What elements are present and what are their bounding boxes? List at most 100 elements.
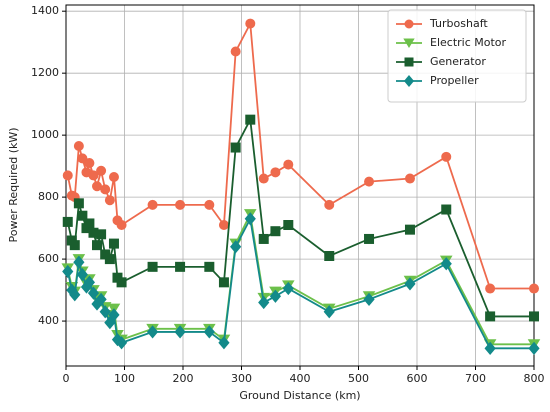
marker [175, 261, 186, 272]
marker [87, 286, 100, 300]
marker [485, 283, 496, 294]
marker [218, 336, 230, 350]
marker [174, 325, 186, 339]
marker [283, 220, 294, 231]
marker [88, 170, 99, 181]
y-tick-label: 1400 [31, 4, 59, 17]
marker [99, 305, 111, 319]
x-tick-label: 100 [114, 372, 135, 385]
marker [100, 184, 111, 195]
y-tick-label: 1200 [31, 66, 59, 79]
legend-label: Electric Motor [430, 36, 507, 49]
marker [69, 288, 81, 302]
marker [529, 311, 539, 322]
marker [77, 210, 88, 221]
y-tick-label: 800 [38, 190, 59, 203]
marker [84, 158, 95, 169]
marker [203, 325, 215, 339]
y-tick-label: 400 [38, 314, 59, 327]
marker [441, 204, 452, 215]
marker [283, 159, 294, 170]
marker [364, 176, 375, 187]
legend-label: Generator [430, 55, 486, 68]
marker [69, 240, 80, 251]
x-axis-label: Ground Distance (km) [239, 389, 360, 402]
x-tick-label: 300 [231, 372, 252, 385]
marker [73, 140, 84, 151]
marker [147, 199, 158, 210]
marker [96, 229, 107, 240]
marker [282, 281, 294, 296]
marker [258, 233, 269, 244]
marker [244, 212, 256, 226]
y-tick-label: 600 [38, 252, 59, 265]
x-tick-label: 600 [407, 372, 428, 385]
marker [404, 277, 416, 291]
marker [104, 315, 116, 330]
marker [363, 292, 375, 307]
marker [440, 257, 452, 271]
marker [204, 199, 215, 210]
marker [270, 167, 281, 178]
marker [104, 254, 115, 265]
marker [218, 220, 229, 231]
x-tick-label: 400 [290, 372, 311, 385]
marker [323, 305, 335, 319]
marker [84, 218, 95, 229]
legend-label: Propeller [430, 74, 479, 87]
marker [441, 151, 452, 162]
series-line [66, 215, 534, 350]
marker [484, 341, 496, 355]
legend-label: Turboshaft [429, 17, 488, 30]
marker [404, 173, 415, 184]
series-line [66, 116, 534, 318]
x-tick-label: 800 [524, 372, 545, 385]
marker [147, 261, 158, 272]
marker [108, 238, 119, 249]
marker [96, 165, 107, 176]
marker [324, 199, 335, 210]
marker [485, 311, 496, 322]
marker [230, 142, 241, 153]
marker [175, 199, 186, 210]
marker [270, 226, 281, 237]
marker [108, 308, 120, 322]
marker [95, 292, 107, 307]
y-axis-label: Power Required (kW) [7, 127, 20, 242]
marker [92, 240, 103, 251]
marker [245, 114, 256, 125]
marker [404, 19, 414, 29]
marker [403, 75, 415, 87]
marker [204, 261, 215, 272]
marker [104, 195, 115, 206]
marker [115, 336, 128, 350]
marker [77, 153, 88, 164]
marker [230, 46, 241, 57]
marker [73, 198, 84, 209]
y-tick-label: 1000 [31, 128, 59, 141]
marker [146, 325, 159, 339]
marker [403, 38, 415, 48]
marker [116, 220, 127, 231]
marker [258, 295, 270, 310]
plot-frame [65, 4, 535, 367]
x-tick-label: 500 [348, 372, 369, 385]
marker [62, 170, 73, 181]
marker [108, 171, 119, 182]
legend-frame [387, 9, 527, 103]
marker [116, 277, 127, 288]
marker [245, 18, 256, 29]
marker [529, 283, 539, 294]
marker [230, 240, 242, 254]
marker [404, 224, 415, 235]
marker [364, 233, 375, 244]
marker [76, 267, 88, 282]
marker [269, 289, 282, 303]
x-tick-label: 200 [173, 372, 194, 385]
marker [73, 255, 85, 269]
marker [92, 181, 103, 192]
marker [218, 277, 229, 288]
x-tick-label: 0 [63, 372, 70, 385]
marker [62, 216, 73, 227]
